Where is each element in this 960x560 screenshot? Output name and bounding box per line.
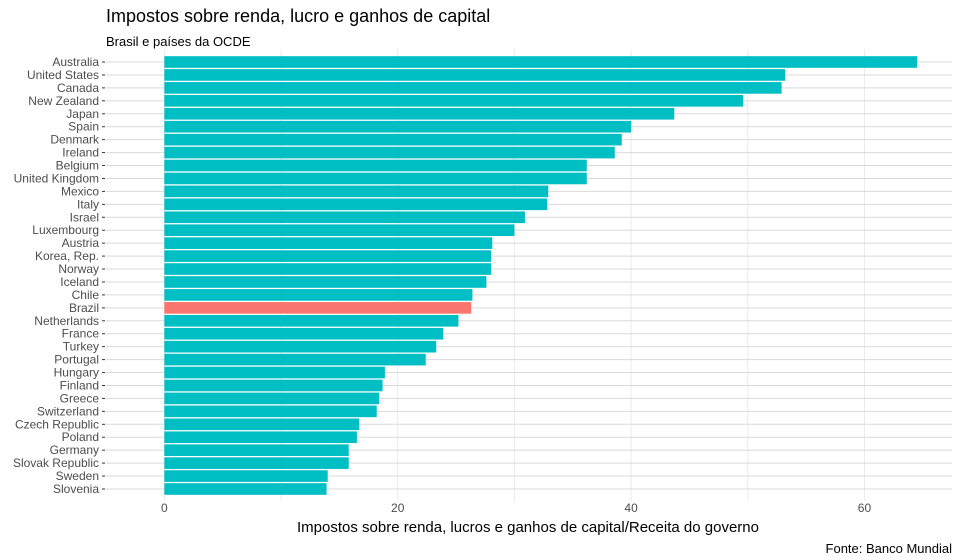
bar-finland bbox=[164, 379, 383, 392]
y-tick-label: United States bbox=[27, 68, 99, 82]
bar-brazil bbox=[164, 302, 472, 314]
bar-austria bbox=[164, 237, 493, 249]
y-tick-label: Slovenia bbox=[53, 482, 99, 496]
bar-canada bbox=[164, 82, 782, 94]
y-tick-label: Austria bbox=[62, 236, 100, 250]
y-tick-label: Sweden bbox=[56, 469, 99, 483]
bar-sweden bbox=[164, 470, 328, 482]
bar-slovak-republic bbox=[164, 457, 349, 469]
y-tick-label: Slovak Republic bbox=[13, 456, 99, 470]
y-tick-label: Portugal bbox=[54, 353, 99, 367]
y-tick-label: Mexico bbox=[61, 184, 99, 198]
bar-mexico bbox=[164, 185, 549, 198]
bar-czech-republic bbox=[164, 418, 360, 431]
bar-chile bbox=[164, 289, 473, 301]
y-tick-label: Greece bbox=[60, 391, 100, 405]
bar-greece bbox=[164, 392, 380, 405]
bar-denmark bbox=[164, 133, 622, 146]
bars bbox=[164, 56, 917, 495]
y-tick-label: Czech Republic bbox=[15, 417, 99, 431]
bar-israel bbox=[164, 211, 525, 224]
bar-switzerland bbox=[164, 405, 377, 418]
bar-ireland bbox=[164, 146, 615, 159]
y-tick-label: Luxembourg bbox=[32, 223, 99, 237]
bar-new-zealand bbox=[164, 94, 744, 107]
y-tick-label: Canada bbox=[57, 81, 99, 95]
bar-poland bbox=[164, 431, 357, 444]
bar-netherlands bbox=[164, 314, 459, 327]
bar-spain bbox=[164, 120, 632, 133]
x-tick-label: 60 bbox=[858, 501, 872, 515]
bar-turkey bbox=[164, 340, 437, 353]
chart-caption: Fonte: Banco Mundial bbox=[825, 541, 952, 556]
y-tick-label: Poland bbox=[62, 430, 99, 444]
y-tick-label: Hungary bbox=[54, 366, 99, 380]
y-tick-label: Brazil bbox=[69, 301, 99, 315]
y-tick-label: Italy bbox=[77, 197, 99, 211]
y-tick-label: Norway bbox=[58, 262, 99, 276]
y-tick-label: Iceland bbox=[60, 275, 99, 289]
bar-slovenia bbox=[164, 483, 327, 495]
chart-title: Impostos sobre renda, lucro e ganhos de … bbox=[106, 6, 491, 26]
y-tick-label: Chile bbox=[72, 288, 100, 302]
y-tick-label: Australia bbox=[52, 55, 99, 69]
bar-hungary bbox=[164, 366, 385, 379]
y-tick-label: United Kingdom bbox=[14, 171, 99, 185]
bar-iceland bbox=[164, 276, 487, 288]
bar-united-states bbox=[164, 69, 786, 81]
bar-united-kingdom bbox=[164, 172, 587, 185]
y-tick-label: France bbox=[62, 327, 100, 341]
y-tick-label: Israel bbox=[70, 210, 99, 224]
bar-portugal bbox=[164, 353, 426, 366]
bar-korea-rep bbox=[164, 250, 492, 262]
bar-italy bbox=[164, 198, 548, 211]
bar-norway bbox=[164, 263, 492, 275]
x-tick-label: 0 bbox=[161, 501, 168, 515]
y-tick-label: Germany bbox=[50, 443, 99, 457]
y-tick-label: Spain bbox=[68, 120, 99, 134]
bar-belgium bbox=[164, 159, 587, 172]
x-tick-label: 20 bbox=[391, 501, 405, 515]
y-tick-label: Finland bbox=[60, 378, 99, 392]
y-tick-label: Netherlands bbox=[34, 314, 99, 328]
chart-subtitle: Brasil e países da OCDE bbox=[106, 34, 251, 49]
y-tick-label: Korea, Rep. bbox=[35, 249, 99, 263]
y-tick-label: Denmark bbox=[50, 133, 100, 147]
bar-france bbox=[164, 327, 444, 340]
bar-luxembourg bbox=[164, 224, 515, 237]
y-tick-label: Belgium bbox=[56, 159, 99, 173]
y-tick-label: New Zealand bbox=[28, 94, 99, 108]
bar-australia bbox=[164, 56, 917, 68]
x-tick-labels: 0 20 40 60 bbox=[161, 501, 871, 515]
y-tick-label: Japan bbox=[66, 107, 99, 121]
y-tick-label: Switzerland bbox=[37, 404, 99, 418]
y-tick-label: Ireland bbox=[62, 146, 99, 160]
x-axis-label: Impostos sobre renda, lucros e ganhos de… bbox=[297, 519, 759, 536]
bar-japan bbox=[164, 107, 675, 120]
bar-germany bbox=[164, 444, 349, 457]
x-tick-label: 40 bbox=[624, 501, 638, 515]
y-tick-label: Turkey bbox=[63, 340, 99, 354]
